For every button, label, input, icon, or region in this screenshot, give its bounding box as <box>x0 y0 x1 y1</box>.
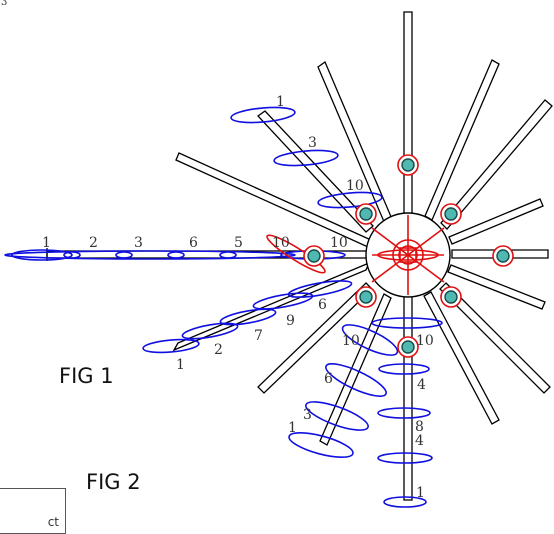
label-lower-left-arm-1: 1 <box>176 357 185 373</box>
stress-ellipse <box>383 496 427 508</box>
bar-vertical-top <box>403 11 413 216</box>
label-lower-left-arm-4: 9 <box>286 313 295 329</box>
label-vertical-arm-2: 4 <box>417 377 426 393</box>
stress-ellipse <box>377 452 433 464</box>
label-lower-left-arm-3: 7 <box>254 328 263 344</box>
red-ring-marker <box>440 286 462 308</box>
stress-ellipse <box>325 363 387 397</box>
fig2-caption: FIG 2 <box>84 470 143 494</box>
stress-ellipse <box>181 322 239 340</box>
bar-lower-left-shallow <box>172 261 371 352</box>
label-down-left-arm-2: 6 <box>324 371 333 387</box>
stress-ellipse <box>219 308 277 326</box>
red-ring-marker <box>303 245 325 267</box>
stress-ellipse <box>287 280 353 298</box>
label-lower-left-arm-5: 6 <box>318 297 327 313</box>
label-left-arm-5: 5 <box>234 235 243 251</box>
stress-ellipse <box>378 363 430 375</box>
label-lower-left-arm-2: 2 <box>214 342 223 358</box>
red-ring-marker <box>355 286 377 308</box>
stress-ellipse <box>305 401 369 431</box>
label-upper-arm-1: 1 <box>276 94 285 110</box>
bar-lower-right-diag <box>439 282 551 394</box>
label-left-arm-1: 1 <box>42 235 51 251</box>
label-down-left-arm-4: 1 <box>288 420 297 436</box>
arm-labels: 1 2 3 6 5 10 10 1 3 10 1 2 7 9 6 10 6 3 … <box>42 94 434 501</box>
stress-ellipse <box>167 251 185 259</box>
label-down-left-arm-1: 10 <box>342 333 360 349</box>
stress-ellipse <box>4 250 296 260</box>
fig2-thumbnail-frame: ct <box>0 488 66 534</box>
red-ring-marker <box>440 203 462 225</box>
fig2-thumbnail-text: ct <box>47 515 59 529</box>
corner-mark: 3 <box>1 0 8 8</box>
label-vertical-arm-5: 1 <box>416 485 425 501</box>
label-left-arm-2: 2 <box>89 235 98 251</box>
label-hub-left: 10 <box>330 235 348 251</box>
bar-right-shallow-upper <box>448 198 544 245</box>
bar-right-shallow-lower <box>447 264 546 310</box>
stress-ellipse <box>115 251 133 259</box>
stress-ellipse <box>273 149 339 167</box>
label-left-arm-4: 6 <box>189 235 198 251</box>
label-upper-arm-3: 10 <box>346 178 364 194</box>
stress-ellipse <box>230 106 296 124</box>
central-hub <box>365 212 451 298</box>
stress-ellipse <box>371 317 443 329</box>
fig1-caption: FIG 1 <box>57 364 116 388</box>
stress-ellipses <box>4 106 443 508</box>
label-left-arm-6: 10 <box>272 235 290 251</box>
label-vertical-arm-3: 8 <box>415 419 424 435</box>
stress-ellipse <box>142 338 200 354</box>
bar-down-right-steep <box>423 291 500 425</box>
label-down-left-arm-3: 3 <box>303 407 312 423</box>
red-ring-marker <box>397 336 419 358</box>
bar-top-right-steep <box>424 59 500 221</box>
label-left-arm-3: 3 <box>134 235 143 251</box>
label-upper-arm-2: 3 <box>308 135 317 151</box>
label-vertical-arm-1: 10 <box>416 333 434 349</box>
stress-ellipse <box>288 432 354 458</box>
label-vertical-arm-4: 4 <box>415 433 424 449</box>
stress-ellipse <box>11 249 73 261</box>
red-ring-marker <box>492 245 514 267</box>
stress-ellipse <box>341 324 399 356</box>
bar-upper-right-diag <box>440 99 553 230</box>
red-ring-markers <box>303 154 514 358</box>
red-tilted-ellipse <box>266 234 326 274</box>
red-ring-marker <box>397 154 419 176</box>
bar-upper-left-diag <box>257 110 374 233</box>
red-ring-marker <box>355 203 377 225</box>
bar-vertical-bottom <box>403 294 413 501</box>
stress-ellipse <box>377 407 431 419</box>
stress-ellipse <box>317 191 383 209</box>
